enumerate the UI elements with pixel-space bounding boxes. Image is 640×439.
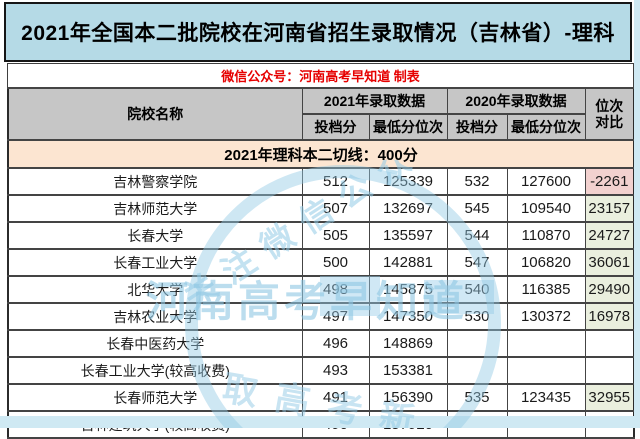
school-name-cell: 长春工业大学 — [7, 248, 303, 277]
score-2021-cell: 500 — [301, 248, 370, 277]
school-name-cell: 吉林警察学院 — [7, 167, 303, 196]
col-header-school-name: 院校名称 — [7, 87, 303, 141]
score-2021-cell: 497 — [301, 302, 370, 331]
school-name-cell: 长春师范大学 — [7, 383, 303, 412]
rank-diff-cell: 29490 — [584, 275, 635, 304]
school-name-cell: 吉林农业大学 — [7, 302, 303, 331]
table-row: 长春大学 505 135597 544 110870 24727 — [7, 221, 635, 250]
score-2020-cell: 547 — [446, 248, 508, 277]
school-name-cell: 长春中医药大学 — [7, 329, 303, 358]
col-group-2021: 2021年录取数据 — [301, 87, 448, 115]
page-edge-right — [634, 0, 640, 428]
rank-2021-cell: 153381 — [368, 356, 448, 385]
header-row-subcolumns: 投档分 最低分位次 投档分 最低分位次 — [8, 113, 634, 141]
table-row: 吉林警察学院 512 125339 532 127600 -2261 — [7, 167, 635, 196]
score-2021-cell: 498 — [301, 275, 370, 304]
header-row-groups: 院校名称 2021年录取数据 2020年录取数据 位次 对比 — [7, 87, 635, 141]
rank-diff-cell: 32955 — [584, 383, 635, 412]
rank-2021-cell: 132697 — [368, 194, 448, 223]
score-2021-cell: 512 — [301, 167, 370, 196]
table-row: 长春工业大学 500 142881 547 106820 36061 — [7, 248, 635, 277]
cutoff-banner-row: 2021年理科本二切线：400分 — [7, 139, 635, 169]
rank-2020-cell: 123435 — [506, 383, 586, 412]
table-row: 北华大学 498 145875 540 116385 29490 — [7, 275, 635, 304]
score-2021-cell: 505 — [301, 221, 370, 250]
rank-2021-cell: 156390 — [368, 383, 448, 412]
rank-diff-cell: 36061 — [584, 248, 635, 277]
page-title: 2021年全国本二批院校在河南省招生录取情况（吉林省）-理科 — [4, 2, 632, 62]
rank-2021-cell: 145875 — [368, 275, 448, 304]
score-2020-cell: 532 — [446, 167, 508, 196]
col-header-2021-score: 投档分 — [301, 113, 370, 141]
col-header-rank-compare: 位次 对比 — [584, 87, 635, 141]
rank-diff-cell — [584, 356, 635, 385]
rank-2020-cell: 106820 — [506, 248, 586, 277]
col-header-2020-score: 投档分 — [446, 113, 508, 141]
score-2020-cell — [446, 356, 508, 385]
rank-2021-cell: 135597 — [368, 221, 448, 250]
table-row: 长春工业大学(较高收费) 493 153381 — [7, 356, 635, 385]
score-2021-cell: 507 — [301, 194, 370, 223]
page-edge-bottom — [0, 416, 640, 428]
table-body: 吉林警察学院 512 125339 532 127600 -2261 吉林师范大学 507 13… — [7, 167, 635, 439]
col-header-2020-rank: 最低分位次 — [506, 113, 586, 141]
wechat-credit-text: 微信公众号：河南高考早知道 制表 — [221, 69, 420, 84]
score-2020-cell: 545 — [446, 194, 508, 223]
wechat-credit-line: 微信公众号：河南高考早知道 制表 — [7, 63, 634, 88]
rank-compare-line1: 位次 — [595, 97, 624, 114]
score-2020-cell: 544 — [446, 221, 508, 250]
rank-diff-cell: -2261 — [584, 167, 635, 196]
col-header-2021-rank: 最低分位次 — [368, 113, 448, 141]
rank-2020-cell — [506, 329, 586, 358]
table-row: 长春中医药大学 496 148869 — [7, 329, 635, 358]
rank-2020-cell: 127600 — [506, 167, 586, 196]
rank-2021-cell: 142881 — [368, 248, 448, 277]
rank-2020-cell — [506, 356, 586, 385]
school-name-cell: 北华大学 — [7, 275, 303, 304]
table-row: 长春师范大学 491 156390 535 123435 32955 — [7, 383, 635, 412]
score-2020-cell — [446, 329, 508, 358]
rank-2020-cell: 109540 — [506, 194, 586, 223]
page-title-text: 2021年全国本二批院校在河南省招生录取情况（吉林省）-理科 — [21, 22, 615, 45]
rank-diff-cell: 16978 — [584, 302, 635, 331]
school-name-cell: 长春工业大学(较高收费) — [7, 356, 303, 385]
school-name-cell: 长春大学 — [7, 221, 303, 250]
table-row: 吉林农业大学 497 147350 530 130372 16978 — [7, 302, 635, 331]
score-2021-cell: 496 — [301, 329, 370, 358]
rank-2021-cell: 147350 — [368, 302, 448, 331]
score-2020-cell: 535 — [446, 383, 508, 412]
school-name-cell: 吉林师范大学 — [7, 194, 303, 223]
rank-2020-cell: 110870 — [506, 221, 586, 250]
table-row: 吉林师范大学 507 132697 545 109540 23157 — [7, 194, 635, 223]
score-2020-cell: 530 — [446, 302, 508, 331]
rank-2020-cell: 116385 — [506, 275, 586, 304]
col-group-2020: 2020年录取数据 — [446, 87, 586, 115]
score-2021-cell: 493 — [301, 356, 370, 385]
rank-2021-cell: 148869 — [368, 329, 448, 358]
rank-diff-cell: 23157 — [584, 194, 635, 223]
cutoff-banner-text: 2021年理科本二切线：400分 — [7, 139, 635, 169]
rank-2021-cell: 125339 — [368, 167, 448, 196]
score-2020-cell: 540 — [446, 275, 508, 304]
rank-2020-cell: 130372 — [506, 302, 586, 331]
score-2021-cell: 491 — [301, 383, 370, 412]
rank-compare-line2: 对比 — [595, 114, 624, 130]
rank-diff-cell: 24727 — [584, 221, 635, 250]
rank-diff-cell — [584, 329, 635, 358]
admission-table: 院校名称 2021年录取数据 2020年录取数据 位次 对比 投档分 最低分位次… — [7, 87, 635, 439]
